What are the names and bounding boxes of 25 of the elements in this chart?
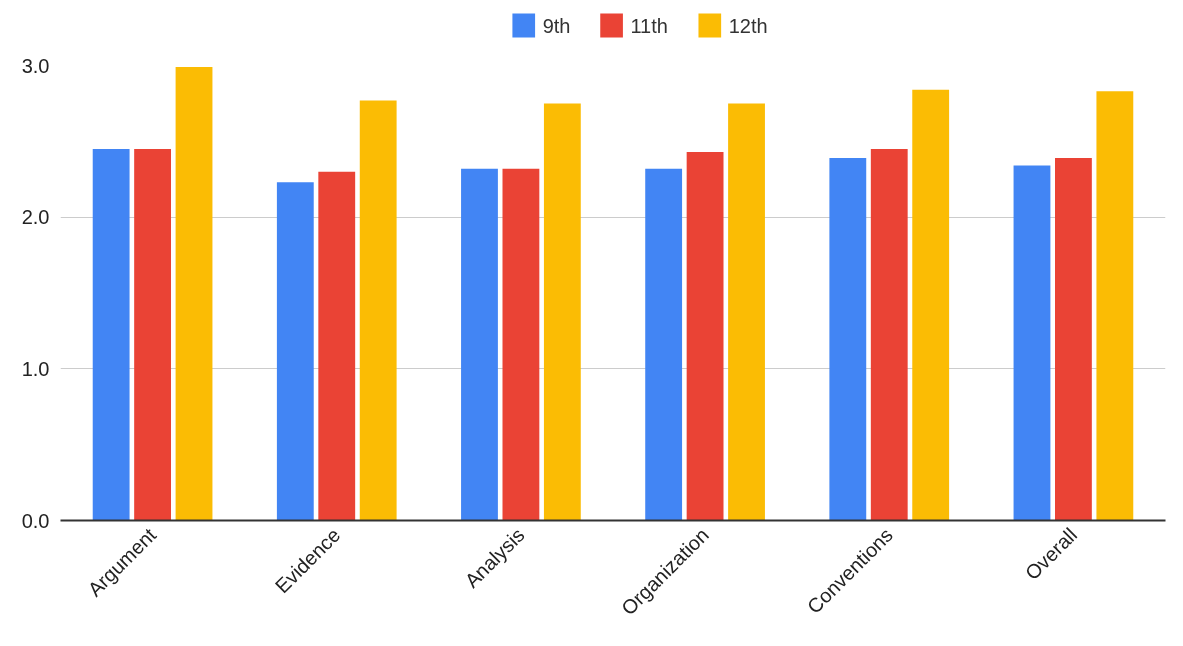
- bar: [686, 151, 724, 521]
- bar: [134, 148, 171, 521]
- bar: [1013, 165, 1051, 521]
- bar: [1055, 158, 1092, 521]
- bar: [543, 103, 581, 521]
- y-tick-label: 0.0: [21, 509, 50, 532]
- bar: [870, 148, 908, 521]
- bar: [645, 168, 683, 521]
- bar: [461, 168, 498, 521]
- bar: [728, 103, 765, 521]
- legend-label: 9th: [542, 14, 571, 37]
- bar: [359, 100, 397, 521]
- bar: [276, 182, 314, 521]
- y-tick-label: 1.0: [21, 357, 50, 380]
- bar: [829, 158, 867, 521]
- bar: [318, 171, 356, 521]
- legend-label: 11th: [630, 14, 668, 37]
- legend-label: 12th: [728, 14, 768, 37]
- bar: [92, 148, 130, 521]
- bar: [502, 168, 540, 521]
- bar: [1096, 91, 1134, 521]
- bar: [912, 89, 950, 521]
- y-tick-label: 2.0: [21, 206, 50, 229]
- bar: [175, 67, 213, 521]
- y-tick-label: 3.0: [21, 54, 50, 77]
